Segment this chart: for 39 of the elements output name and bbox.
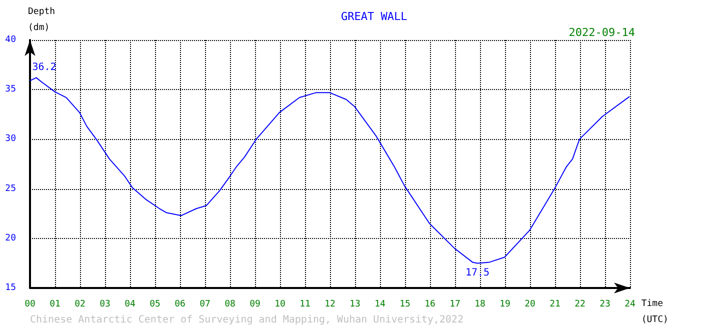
x-tick-label: 15	[400, 300, 410, 310]
x-tick-label: 09	[250, 300, 260, 310]
x-tick-label: 00	[24, 300, 36, 310]
x-tick-label: 24	[624, 300, 636, 310]
x-tick-label: 22	[574, 300, 586, 310]
x-tick-label: 01	[50, 300, 60, 310]
annotation: 36.2	[32, 62, 56, 74]
x-tick-label: 03	[100, 300, 110, 310]
x-tick-label: 10	[274, 300, 286, 310]
y-tick-label: 40	[5, 35, 16, 45]
x-tick-label: 07	[200, 300, 210, 310]
x-tick-label: 17	[450, 300, 460, 310]
chart-title: GREAT WALL	[341, 10, 408, 23]
x-tick-label: 18	[474, 300, 486, 310]
x-tick-label: 20	[524, 300, 536, 310]
x-tick-label: 06	[174, 300, 186, 310]
annotation: 17.5	[465, 268, 490, 279]
x-tick-label: 11	[300, 300, 310, 310]
x-tick-label: 16	[424, 300, 436, 310]
x-tick-label: 08	[224, 300, 236, 310]
x-tick-label: 02	[74, 300, 86, 310]
x-tick-label: 23	[600, 300, 610, 310]
text: Chinese Antarctic Center of Surveying and Mapping, Wuhan University,2022	[30, 314, 464, 326]
x-tick-label: 19	[500, 300, 510, 310]
y-tick-label: 20	[5, 233, 16, 244]
x-tick-label: 12	[324, 300, 336, 310]
x-tick-label: 21	[550, 300, 560, 310]
chart-subtitle: 2022-09-14	[568, 26, 636, 39]
line-series	[30, 77, 630, 264]
x-tick-label: 04	[124, 300, 136, 310]
y-tick-label: 15	[5, 283, 16, 293]
y-tick-label: 35	[5, 84, 16, 95]
x-axis-title: Time (UTC)	[641, 299, 668, 325]
y-tick-label: 25	[5, 184, 16, 194]
x-tick-label: 14	[374, 300, 386, 310]
y-axis-title: Depth (dm)	[28, 7, 56, 33]
x-tick-label: 05	[150, 300, 160, 310]
x-tick-label: 13	[350, 300, 360, 310]
y-tick-label: 30	[5, 134, 16, 144]
